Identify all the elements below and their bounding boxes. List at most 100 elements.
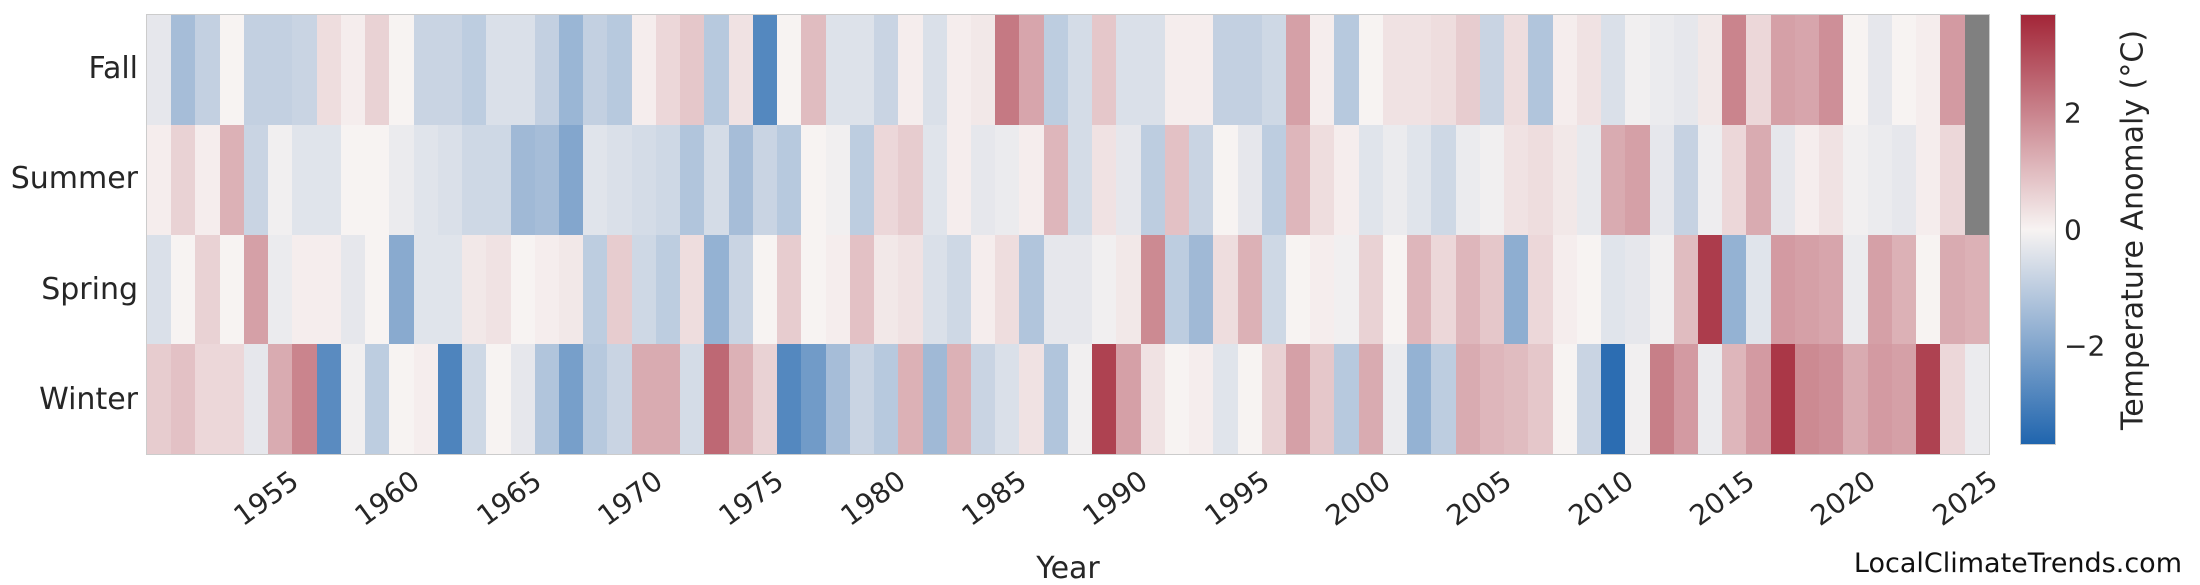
heatmap-cell [1794, 15, 1820, 125]
heatmap-cell [510, 124, 535, 235]
heatmap-cell [995, 344, 1020, 454]
heatmap-cell [534, 15, 559, 125]
heatmap-cell [1698, 234, 1723, 345]
heatmap-cell [704, 124, 729, 235]
heatmap-cell [825, 15, 850, 125]
heatmap-cell [825, 344, 850, 454]
heatmap-cell [365, 344, 390, 454]
heatmap-cell [1407, 234, 1432, 345]
heatmap-cell [801, 234, 826, 345]
heatmap-cell [268, 15, 293, 125]
heatmap-cell [655, 15, 681, 125]
heatmap-cell [1770, 124, 1795, 235]
heatmap-cell [292, 234, 317, 345]
heatmap-cell [1189, 344, 1214, 454]
heatmap-cell [1237, 234, 1262, 345]
heatmap-cell [1746, 124, 1771, 235]
heatmap-cell [219, 234, 244, 345]
heatmap-cell [1092, 15, 1117, 125]
heatmap-cell [1891, 344, 1917, 454]
heatmap-cell [752, 124, 778, 235]
heatmap-cell [1407, 124, 1432, 235]
heatmap-cell [1867, 124, 1892, 235]
heatmap-cell [752, 344, 778, 454]
heatmap-cell [171, 124, 196, 235]
heatmap-cell [1770, 344, 1795, 454]
heatmap-cell [777, 124, 802, 235]
heatmap-cell [1794, 124, 1820, 235]
heatmap-cell [1891, 15, 1917, 125]
heatmap-cell [1625, 234, 1650, 345]
heatmap-cell [1649, 344, 1674, 454]
colorbar-tick-2: 2 [2064, 96, 2082, 130]
heatmap-cell [437, 15, 463, 125]
heatmap-cell [340, 124, 366, 235]
heatmap-cell [147, 344, 172, 454]
heatmap-cell [1964, 234, 1989, 345]
heatmap-cell [1431, 344, 1456, 454]
heatmap-cell [292, 124, 317, 235]
heatmap-cell [1794, 234, 1820, 345]
heatmap-cell [340, 234, 366, 345]
heatmap-cell [1649, 234, 1674, 345]
heatmap-cell [728, 124, 753, 235]
heatmap-cell [243, 344, 269, 454]
heatmap-cell [825, 124, 850, 235]
heatmap-cell [1479, 234, 1505, 345]
heatmap-cell [486, 124, 511, 235]
heatmap-cell [340, 344, 366, 454]
heatmap-cell [1916, 124, 1941, 235]
heatmap-cell [1625, 15, 1650, 125]
heatmap-cell [655, 234, 681, 345]
heatmap-cell [1067, 234, 1093, 345]
heatmap-cell [1237, 344, 1262, 454]
heatmap-cell [340, 15, 366, 125]
heatmap-cell [413, 234, 438, 345]
heatmap-cell [1698, 124, 1723, 235]
heatmap-cell [1019, 344, 1044, 454]
heatmap-cell [1746, 344, 1771, 454]
heatmap-cell [462, 124, 487, 235]
heatmap-cell [1528, 15, 1553, 125]
heatmap-cell [1964, 344, 1989, 454]
heatmap-cell [171, 344, 196, 454]
heatmap-cell [1649, 15, 1674, 125]
row-label-spring: Spring [41, 271, 138, 307]
heatmap-cell [922, 344, 947, 454]
colorbar-title: Temperature Anomaly (°C) [2115, 29, 2151, 430]
heatmap-cell [1358, 344, 1383, 454]
heatmap-cell [1407, 15, 1432, 125]
heatmap-cell [1286, 15, 1311, 125]
heatmap-cell [1770, 234, 1795, 345]
heatmap-cell [1746, 15, 1771, 125]
heatmap-cell [365, 124, 390, 235]
heatmap-cell [1576, 124, 1602, 235]
heatmap-cell [874, 344, 899, 454]
heatmap-cell [1189, 124, 1214, 235]
heatmap-cell [219, 15, 244, 125]
heatmap-cell [389, 15, 414, 125]
heatmap-cell [437, 124, 463, 235]
heatmap-cell [1940, 124, 1965, 235]
heatmap-cell [389, 124, 414, 235]
heatmap-cell [631, 124, 656, 235]
heatmap-cell [437, 344, 463, 454]
heatmap-cell [1698, 15, 1723, 125]
heatmap-cell [1916, 344, 1941, 454]
heatmap-cell [680, 124, 705, 235]
heatmap-cell [462, 15, 487, 125]
heatmap-cell [995, 234, 1020, 345]
heatmap-cell [1625, 124, 1650, 235]
heatmap-cell [486, 344, 511, 454]
heatmap-cell [1770, 15, 1795, 125]
heatmap-cell [1843, 124, 1868, 235]
heatmap-cell [680, 344, 705, 454]
heatmap-cell [1746, 234, 1771, 345]
heatmap-cell [801, 344, 826, 454]
heatmap-cell [1625, 344, 1650, 454]
heatmap-cell [1261, 234, 1287, 345]
heatmap-cell [1722, 234, 1747, 345]
heatmap-cell [1455, 15, 1480, 125]
row-label-summer: Summer [10, 161, 138, 197]
heatmap-cell [946, 234, 971, 345]
